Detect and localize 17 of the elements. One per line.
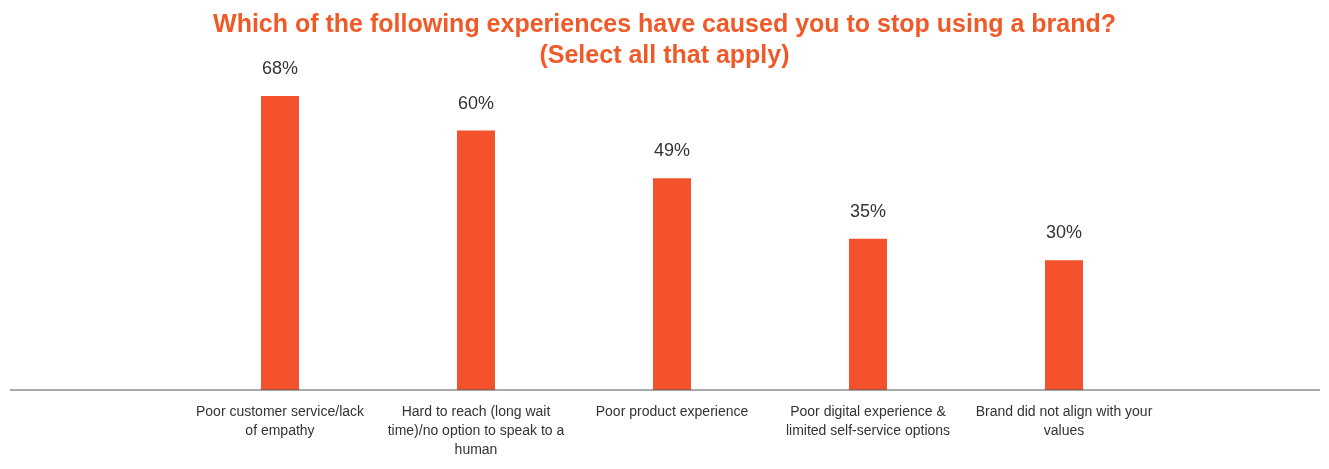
data-label: 49%	[653, 140, 691, 161]
bar	[261, 96, 299, 390]
data-label: 68%	[261, 58, 299, 78]
bar	[849, 238, 887, 390]
chart-subtitle: (Select all that apply)	[539, 40, 790, 68]
bar	[1045, 260, 1083, 390]
x-tick-label: Hard to reach (long wait time)/no option to speak to a human	[387, 402, 565, 457]
x-tick-label: Poor product experience	[595, 402, 749, 419]
x-tick-label: Poor digital experience & limited self-service options	[785, 402, 951, 438]
x-tick-label: Poor customer service/lack of empathy	[195, 402, 366, 438]
data-label: 60%	[457, 92, 495, 113]
data-label: 35%	[849, 200, 887, 221]
x-tick-label: Brand did not align with your values	[975, 402, 1153, 438]
data-label: 30%	[1045, 222, 1083, 243]
chart-title: Which of the following experiences have caused you to stop using a brand?	[212, 8, 1117, 39]
bar	[457, 130, 495, 390]
bar	[653, 178, 691, 390]
